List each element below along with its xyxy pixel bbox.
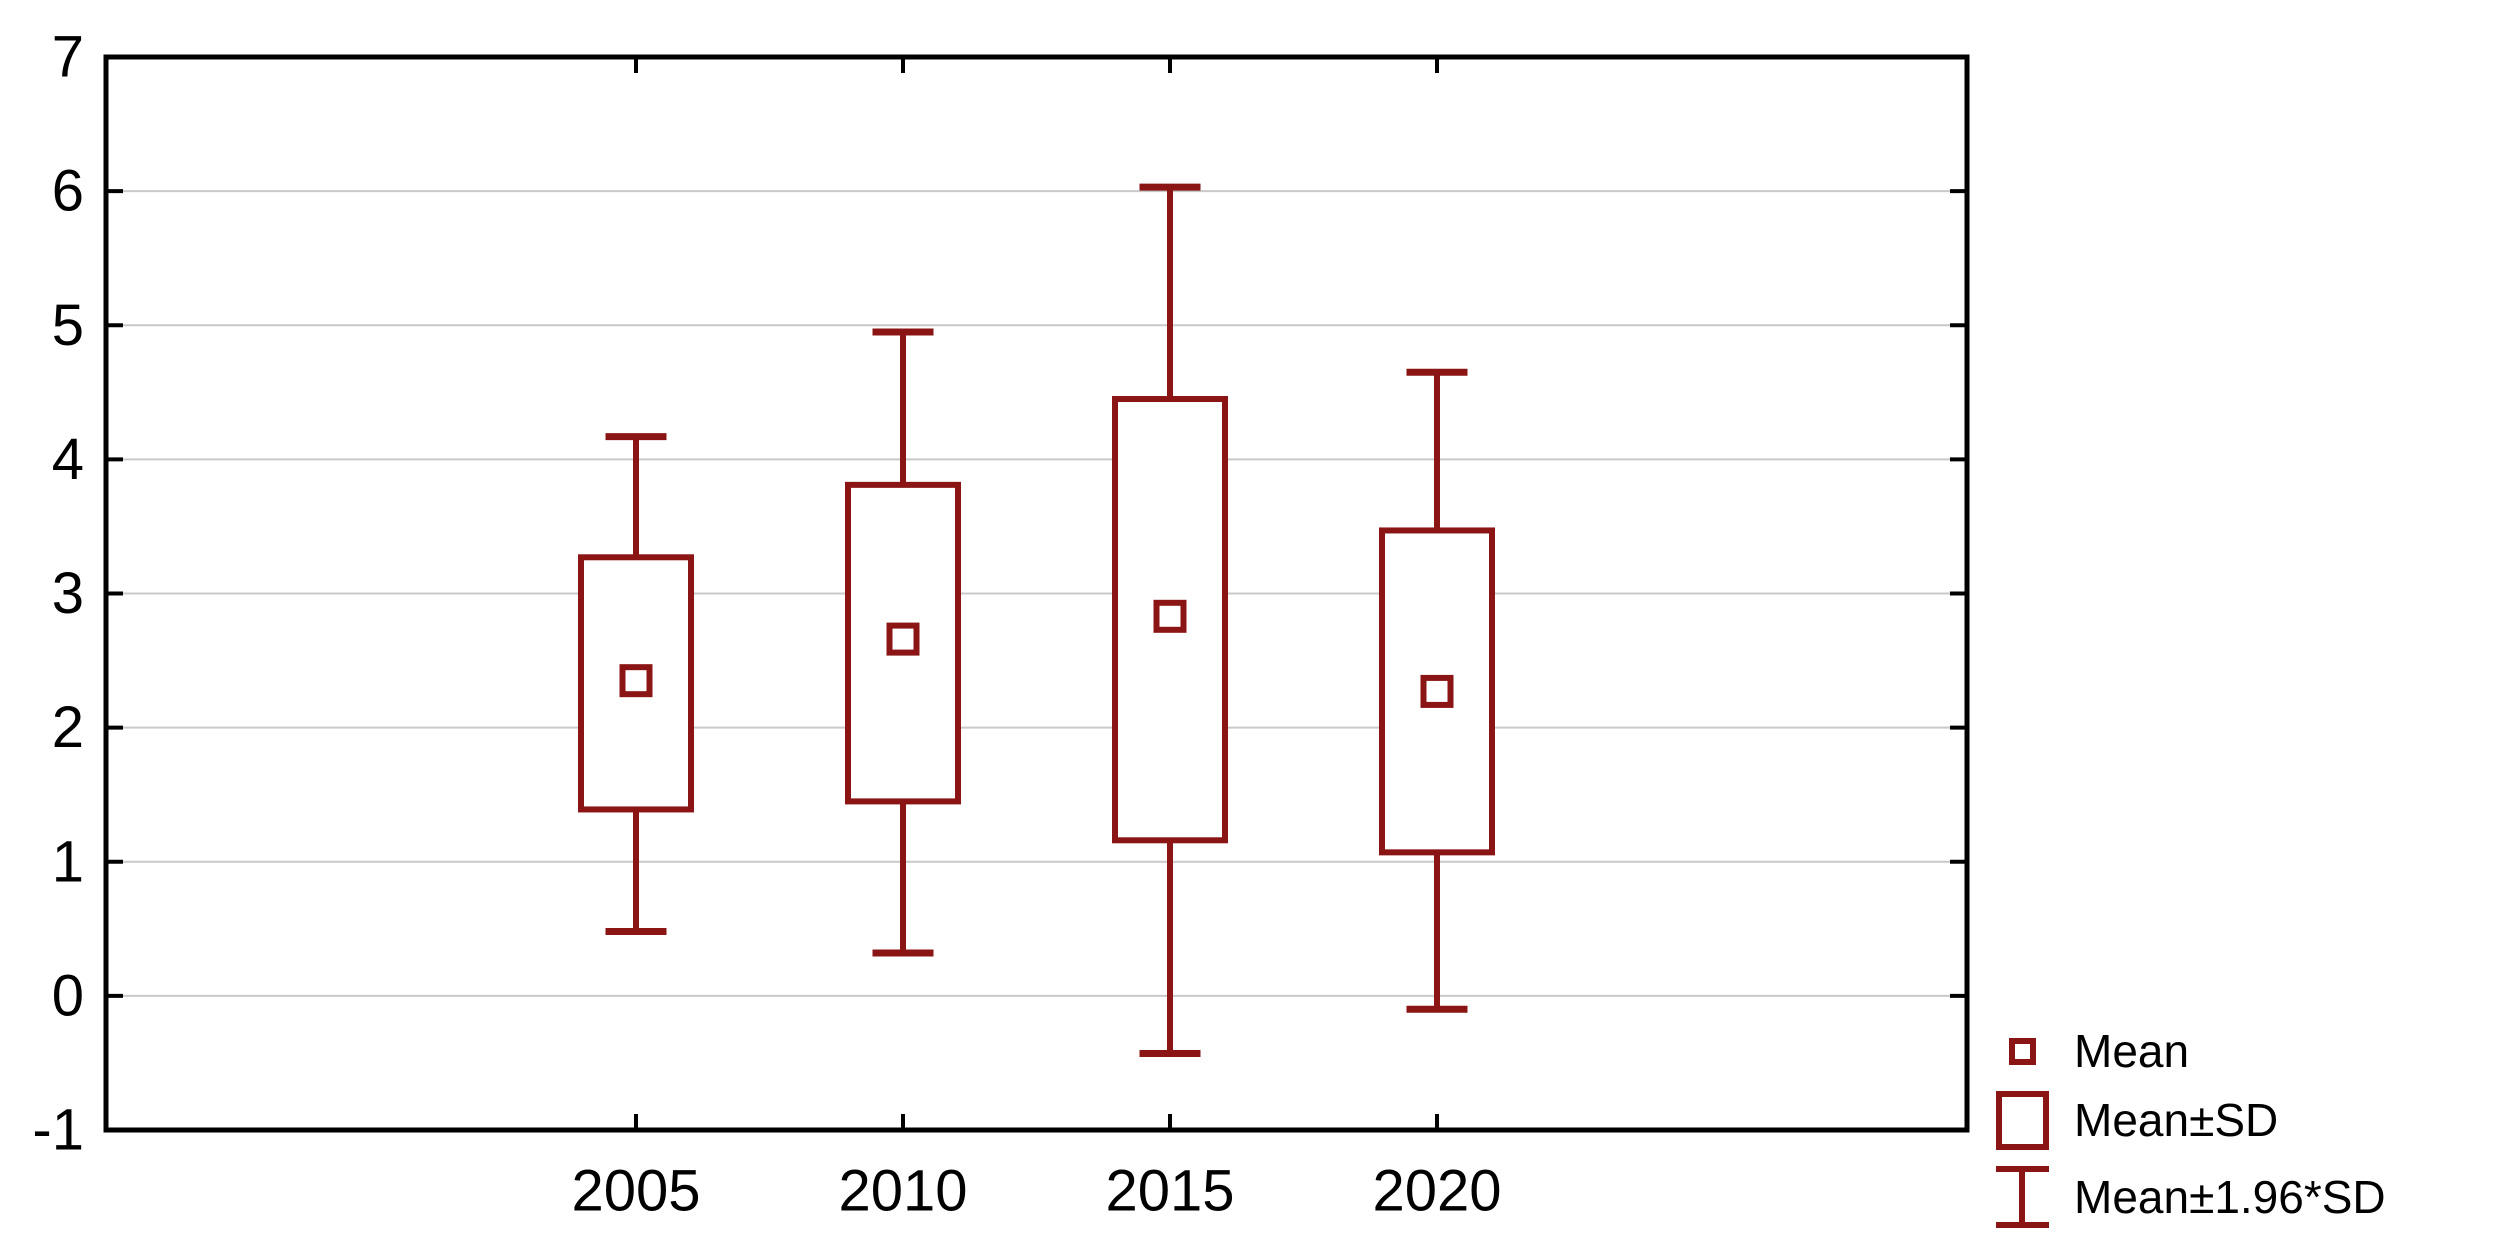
y-axis-tick-label: 5 — [52, 293, 84, 358]
whisker-ibeam-icon — [1995, 1166, 2049, 1228]
mean-marker — [1420, 674, 1454, 708]
x-axis-tick-label: 2020 — [1372, 1159, 1501, 1224]
legend-marker-cell — [1992, 1037, 2052, 1065]
plot-frame — [103, 54, 1970, 1133]
legend-row-mean-sd: Mean±SD — [1992, 1091, 2278, 1150]
x-axis-tick-label: 2010 — [838, 1159, 967, 1224]
y-axis-tick-label: 4 — [52, 427, 84, 492]
y-axis-tick-label: 3 — [52, 561, 84, 626]
y-axis-tick-label: 6 — [52, 159, 84, 224]
mean-square-icon — [2008, 1037, 2036, 1065]
legend-marker-cell — [1992, 1091, 2052, 1150]
sd-box-icon — [1995, 1091, 2049, 1150]
mean-marker — [619, 664, 653, 698]
legend-marker-cell — [1992, 1166, 2052, 1228]
y-axis-tick-label: 7 — [52, 25, 84, 90]
legend-row-mean-196sd: Mean±1.96*SD — [1992, 1166, 2386, 1228]
legend-label-mean-sd: Mean±SD — [2074, 1094, 2279, 1147]
x-axis-tick-label: 2005 — [571, 1159, 700, 1224]
legend-row-mean: Mean — [1992, 1026, 2189, 1077]
legend-label-mean-196sd: Mean±1.96*SD — [2074, 1170, 2386, 1223]
chart-legend: Mean Mean±SD Mean±1.96*SD — [1992, 1006, 2497, 1259]
legend-label-mean: Mean — [2074, 1025, 2190, 1077]
y-axis-tick-label: 2 — [52, 695, 84, 760]
mean-marker — [1153, 599, 1187, 633]
y-axis-tick-label: -1 — [32, 1098, 84, 1163]
x-axis-tick-label: 2015 — [1105, 1159, 1234, 1224]
mean-marker — [886, 622, 920, 656]
y-axis-tick-label: 0 — [52, 963, 84, 1028]
y-axis-tick-label: 1 — [52, 829, 84, 894]
